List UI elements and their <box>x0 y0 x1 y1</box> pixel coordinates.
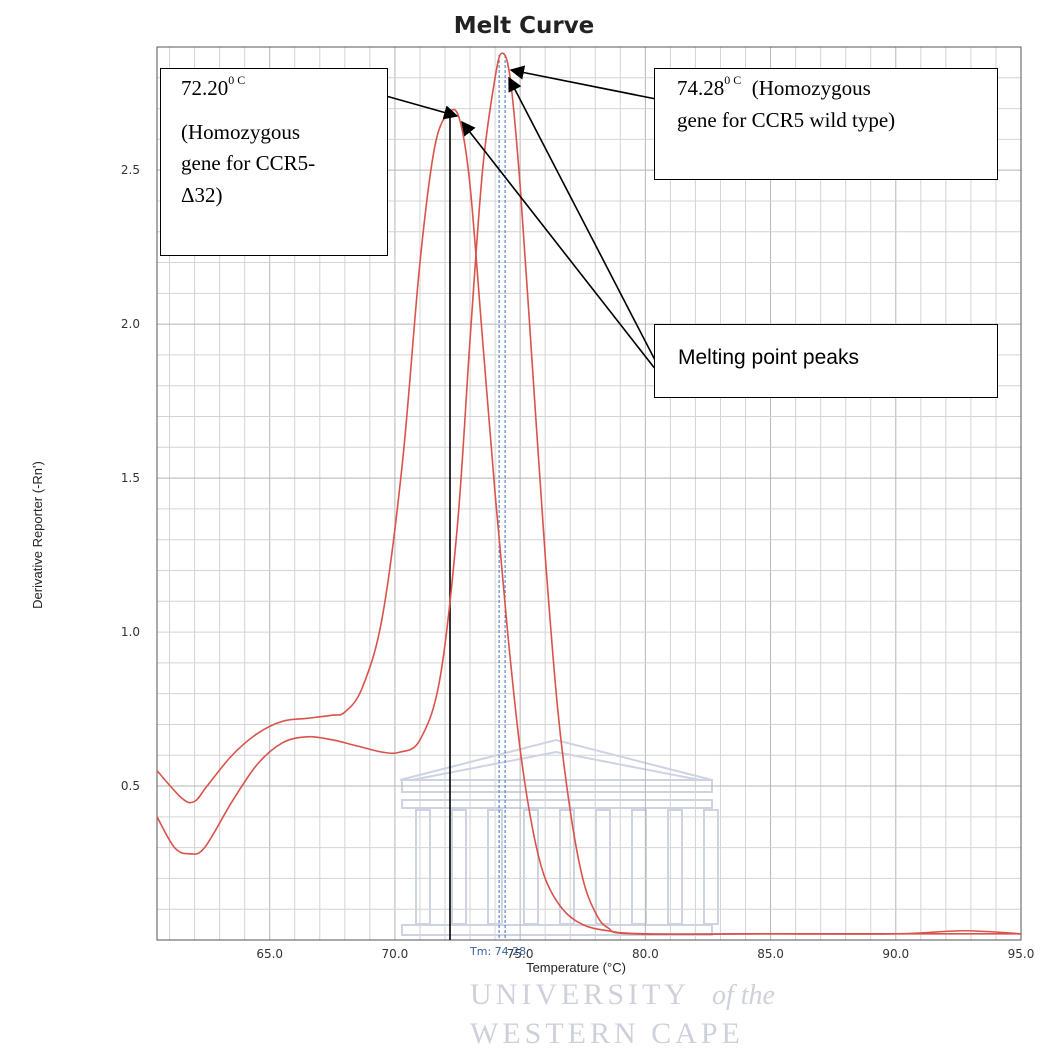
peak2-value: 74.28 <box>677 76 725 100</box>
x-tick-label: 90.0 <box>882 947 909 961</box>
watermark-column <box>595 809 611 925</box>
x-tick-label: 65.0 <box>256 947 283 961</box>
peak1-desc-2: gene for CCR5- <box>181 151 316 175</box>
y-tick-label: 2.5 <box>121 163 140 177</box>
peak1-value: 72.20 <box>181 76 229 100</box>
x-tick-label: 80.0 <box>632 947 659 961</box>
watermark-line1-suffix: of the <box>712 980 775 1011</box>
melting-point-callout: Melting point peaks <box>654 324 998 398</box>
melt-curve-series-2 <box>156 52 1021 936</box>
watermark-column <box>667 809 683 925</box>
watermark-column <box>523 809 539 925</box>
melting-point-label: Melting point peaks <box>678 346 859 369</box>
watermark-column <box>415 809 431 925</box>
y-tick-label: 1.0 <box>121 625 140 639</box>
x-axis-ticks: 65.0 70.0 75.0 80.0 85.0 90.0 95.0 <box>256 947 1034 961</box>
peak2-desc-2: gene for CCR5 wild type) <box>677 107 896 132</box>
watermark-column <box>451 809 467 925</box>
x-tick-label: 70.0 <box>382 947 409 961</box>
peak1-desc-3: Δ32) <box>181 182 223 207</box>
peak2-desc-1: (Homozygous <box>751 76 871 100</box>
arrow-peak2-value <box>509 65 657 100</box>
watermark-column <box>559 809 575 925</box>
annotation-arrows <box>385 65 657 371</box>
marker-lines <box>449 55 506 940</box>
watermark-column <box>631 809 647 925</box>
arrow-melt-peak2 <box>508 76 657 363</box>
peak1-unit: 0 C <box>228 73 246 87</box>
grid-lines <box>157 46 1022 940</box>
chart-title: Melt Curve <box>454 13 595 39</box>
y-tick-label: 2.0 <box>121 317 140 331</box>
y-tick-label: 0.5 <box>121 779 140 793</box>
peak1-callout: 72.200 C (Homozygous gene for CCR5- Δ32) <box>160 68 388 256</box>
x-tick-label: 95.0 <box>1008 947 1035 961</box>
melt-curve-series-1 <box>156 108 1022 935</box>
watermark-line1: UNIVERSITY <box>470 978 690 1011</box>
arrow-melt-peak1 <box>461 120 657 371</box>
x-tick-label: 85.0 <box>757 947 784 961</box>
x-tick-label: 75.0 <box>507 947 534 961</box>
plot-frame <box>156 46 1022 941</box>
watermark-line2: WESTERN CAPE <box>470 1017 744 1050</box>
arrow-peak1-value <box>385 95 459 120</box>
x-axis-label: Temperature (°C) <box>526 960 626 975</box>
peak1-desc-1: (Homozygous <box>181 119 300 144</box>
watermark-column <box>703 809 719 925</box>
tm-label: Tm: 74.28 <box>469 945 526 958</box>
y-tick-label: 1.5 <box>121 471 140 485</box>
peak2-unit: 0 C <box>724 73 742 87</box>
y-axis-ticks: 0.5 1.0 1.5 2.0 2.5 <box>121 163 140 793</box>
y-axis-label: Derivative Reporter (-Rn') <box>30 461 45 609</box>
melt-series <box>156 52 1022 936</box>
peak2-callout: 74.280 C (Homozygous gene for CCR5 wild … <box>654 68 998 180</box>
